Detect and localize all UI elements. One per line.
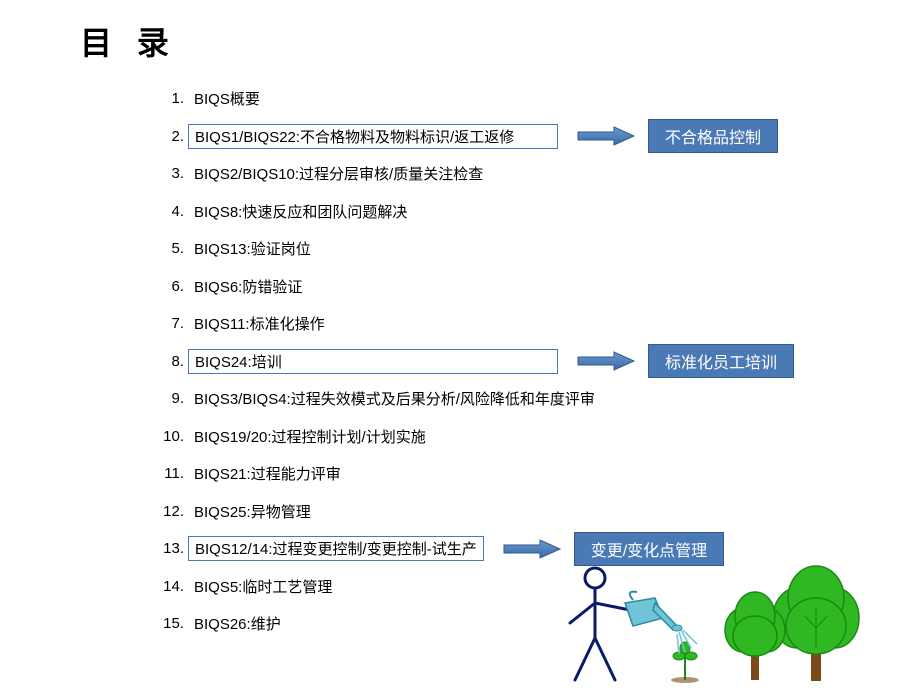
item-number: 11. [160, 465, 188, 482]
item-text: BIQS21:过程能力评审 [188, 463, 341, 484]
toc-item: 12.BIQS25:异物管理 [160, 493, 794, 531]
item-number: 12. [160, 503, 188, 520]
item-number: 1. [160, 90, 188, 107]
item-number: 13. [160, 540, 188, 557]
item-text: BIQS概要 [188, 88, 260, 109]
item-text: BIQS3/BIQS4:过程失效模式及后果分析/风险降低和年度评审 [188, 388, 595, 409]
item-number: 5. [160, 240, 188, 257]
category-label: 不合格品控制 [648, 119, 778, 153]
toc-item: 1.BIQS概要 [160, 80, 794, 118]
item-text: BIQS1/BIQS22:不合格物料及物料标识/返工返修 [188, 124, 558, 149]
arrow-icon [576, 350, 636, 372]
item-number: 4. [160, 203, 188, 220]
item-number: 10. [160, 428, 188, 445]
item-text: BIQS11:标准化操作 [188, 313, 325, 334]
toc-item: 11.BIQS21:过程能力评审 [160, 455, 794, 493]
item-text: BIQS13:验证岗位 [188, 238, 311, 259]
item-number: 8. [160, 353, 188, 370]
item-number: 14. [160, 578, 188, 595]
item-text: BIQS19/20:过程控制计划/计划实施 [188, 426, 426, 447]
item-text: BIQS12/14:过程变更控制/变更控制-试生产 [188, 536, 484, 561]
toc-item: 8.BIQS24:培训 标准化员工培训 [160, 343, 794, 381]
arrow-icon [576, 125, 636, 147]
toc-item: 6.BIQS6:防错验证 [160, 268, 794, 306]
page-title: 目 录 [80, 18, 177, 64]
item-text: BIQS5:临时工艺管理 [188, 576, 332, 597]
item-text: BIQS6:防错验证 [188, 276, 302, 297]
toc-item: 3.BIQS2/BIQS10:过程分层审核/质量关注检查 [160, 155, 794, 193]
watering-illustration [555, 548, 875, 688]
toc-item: 4.BIQS8:快速反应和团队问题解决 [160, 193, 794, 231]
item-number: 3. [160, 165, 188, 182]
item-text: BIQS26:维护 [188, 613, 281, 634]
toc-item: 7.BIQS11:标准化操作 [160, 305, 794, 343]
item-text: BIQS2/BIQS10:过程分层审核/质量关注检查 [188, 163, 483, 184]
item-text: BIQS8:快速反应和团队问题解决 [188, 201, 407, 222]
item-number: 7. [160, 315, 188, 332]
toc-item: 10.BIQS19/20:过程控制计划/计划实施 [160, 418, 794, 456]
toc-item: 2.BIQS1/BIQS22:不合格物料及物料标识/返工返修 不合格品控制 [160, 118, 794, 156]
item-text: BIQS24:培训 [188, 349, 558, 374]
item-text: BIQS25:异物管理 [188, 501, 311, 522]
item-number: 2. [160, 128, 188, 145]
item-number: 9. [160, 390, 188, 407]
item-number: 15. [160, 615, 188, 632]
arrow-icon [502, 538, 562, 560]
toc-item: 5.BIQS13:验证岗位 [160, 230, 794, 268]
item-number: 6. [160, 278, 188, 295]
toc-item: 9.BIQS3/BIQS4:过程失效模式及后果分析/风险降低和年度评审 [160, 380, 794, 418]
category-label: 标准化员工培训 [648, 344, 794, 378]
